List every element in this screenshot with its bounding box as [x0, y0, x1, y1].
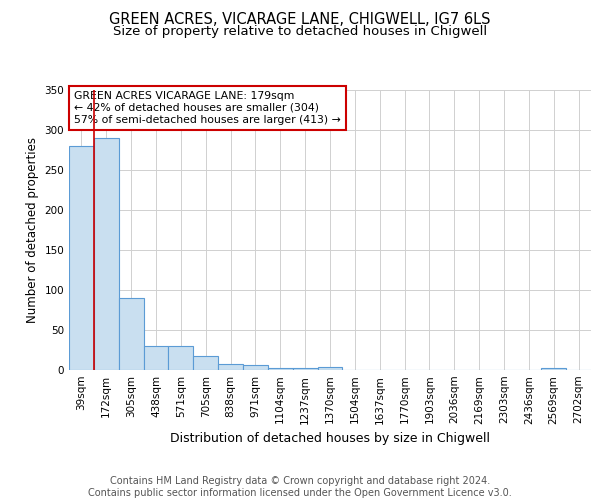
Bar	[143, 346, 169, 370]
Text: Size of property relative to detached houses in Chigwell: Size of property relative to detached ho…	[113, 25, 487, 38]
Text: GREEN ACRES VICARAGE LANE: 179sqm
← 42% of detached houses are smaller (304)
57%: GREEN ACRES VICARAGE LANE: 179sqm ← 42% …	[74, 92, 341, 124]
Text: GREEN ACRES, VICARAGE LANE, CHIGWELL, IG7 6LS: GREEN ACRES, VICARAGE LANE, CHIGWELL, IG…	[109, 12, 491, 28]
Bar	[243, 365, 268, 370]
Text: Contains HM Land Registry data © Crown copyright and database right 2024.
Contai: Contains HM Land Registry data © Crown c…	[88, 476, 512, 498]
Bar	[169, 346, 193, 370]
Bar	[541, 368, 566, 370]
Bar	[94, 138, 119, 370]
Bar	[218, 364, 243, 370]
Y-axis label: Number of detached properties: Number of detached properties	[26, 137, 39, 323]
Bar	[193, 356, 218, 370]
Bar	[268, 368, 293, 370]
X-axis label: Distribution of detached houses by size in Chigwell: Distribution of detached houses by size …	[170, 432, 490, 445]
Bar	[69, 146, 94, 370]
Bar	[293, 368, 317, 370]
Bar	[317, 367, 343, 370]
Bar	[119, 298, 143, 370]
